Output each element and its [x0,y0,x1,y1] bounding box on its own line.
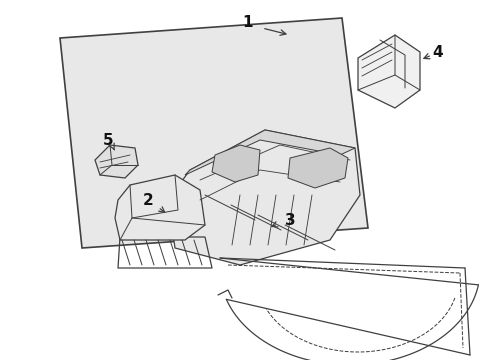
Polygon shape [212,145,260,182]
Polygon shape [168,130,360,265]
Polygon shape [185,130,355,175]
Text: 4: 4 [433,45,443,59]
Polygon shape [358,35,420,108]
Polygon shape [60,18,368,248]
Polygon shape [288,148,348,188]
Text: 5: 5 [103,132,113,148]
Polygon shape [95,145,138,178]
Polygon shape [115,175,205,240]
Text: 2: 2 [143,193,153,207]
Text: 1: 1 [243,14,253,30]
Text: 3: 3 [285,212,295,228]
